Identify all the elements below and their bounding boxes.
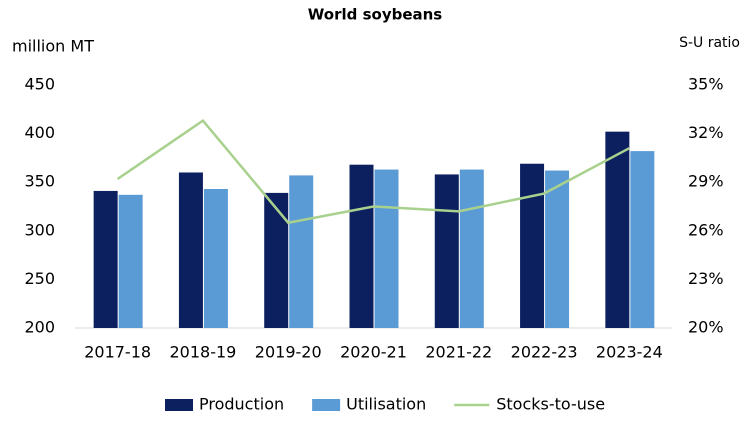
y2-tick-label: 26% xyxy=(688,220,724,239)
y-tick-label: 200 xyxy=(24,318,55,337)
bar xyxy=(264,192,289,328)
bar xyxy=(520,163,545,328)
chart-title: World soybeans xyxy=(308,6,443,24)
bar xyxy=(630,151,655,328)
x-tick-label: 2018-19 xyxy=(169,343,236,362)
legend-label: Production xyxy=(199,395,284,414)
legend-label: Stocks-to-use xyxy=(496,395,605,414)
y-tick-label: 350 xyxy=(24,172,55,191)
legend-swatch xyxy=(312,399,341,411)
bar xyxy=(545,170,570,328)
y2-tick-label: 29% xyxy=(688,172,724,191)
y-tick-label: 300 xyxy=(24,220,55,239)
x-tick-label: 2023-24 xyxy=(596,343,663,362)
y-tick-label: 250 xyxy=(24,269,55,288)
x-tick-label: 2021-22 xyxy=(425,343,492,362)
y2-tick-label: 23% xyxy=(688,269,724,288)
bar xyxy=(289,175,314,328)
x-tick-label: 2019-20 xyxy=(255,343,322,362)
bar xyxy=(203,189,228,328)
y2-axis-label: S-U ratio xyxy=(679,35,740,51)
line-series xyxy=(116,118,630,225)
legend-label: Utilisation xyxy=(346,395,426,414)
bar xyxy=(118,194,143,328)
y-axis-label: million MT xyxy=(12,37,94,56)
x-tick-label: 2022-23 xyxy=(511,343,578,362)
y2-tick-label: 35% xyxy=(688,75,724,94)
x-tick-label: 2017-18 xyxy=(84,343,151,362)
bar xyxy=(349,164,374,328)
bar xyxy=(605,131,630,328)
bar xyxy=(93,190,118,328)
y-tick-label: 400 xyxy=(24,123,55,142)
bar xyxy=(178,172,203,328)
legend-swatch xyxy=(165,399,193,411)
bar xyxy=(374,169,399,328)
y2-tick-label: 20% xyxy=(688,318,724,337)
y2-tick-label: 32% xyxy=(688,123,724,142)
x-tick-label: 2020-21 xyxy=(340,343,407,362)
y-tick-label: 450 xyxy=(24,75,55,94)
bar xyxy=(459,169,484,328)
bar xyxy=(434,174,459,328)
